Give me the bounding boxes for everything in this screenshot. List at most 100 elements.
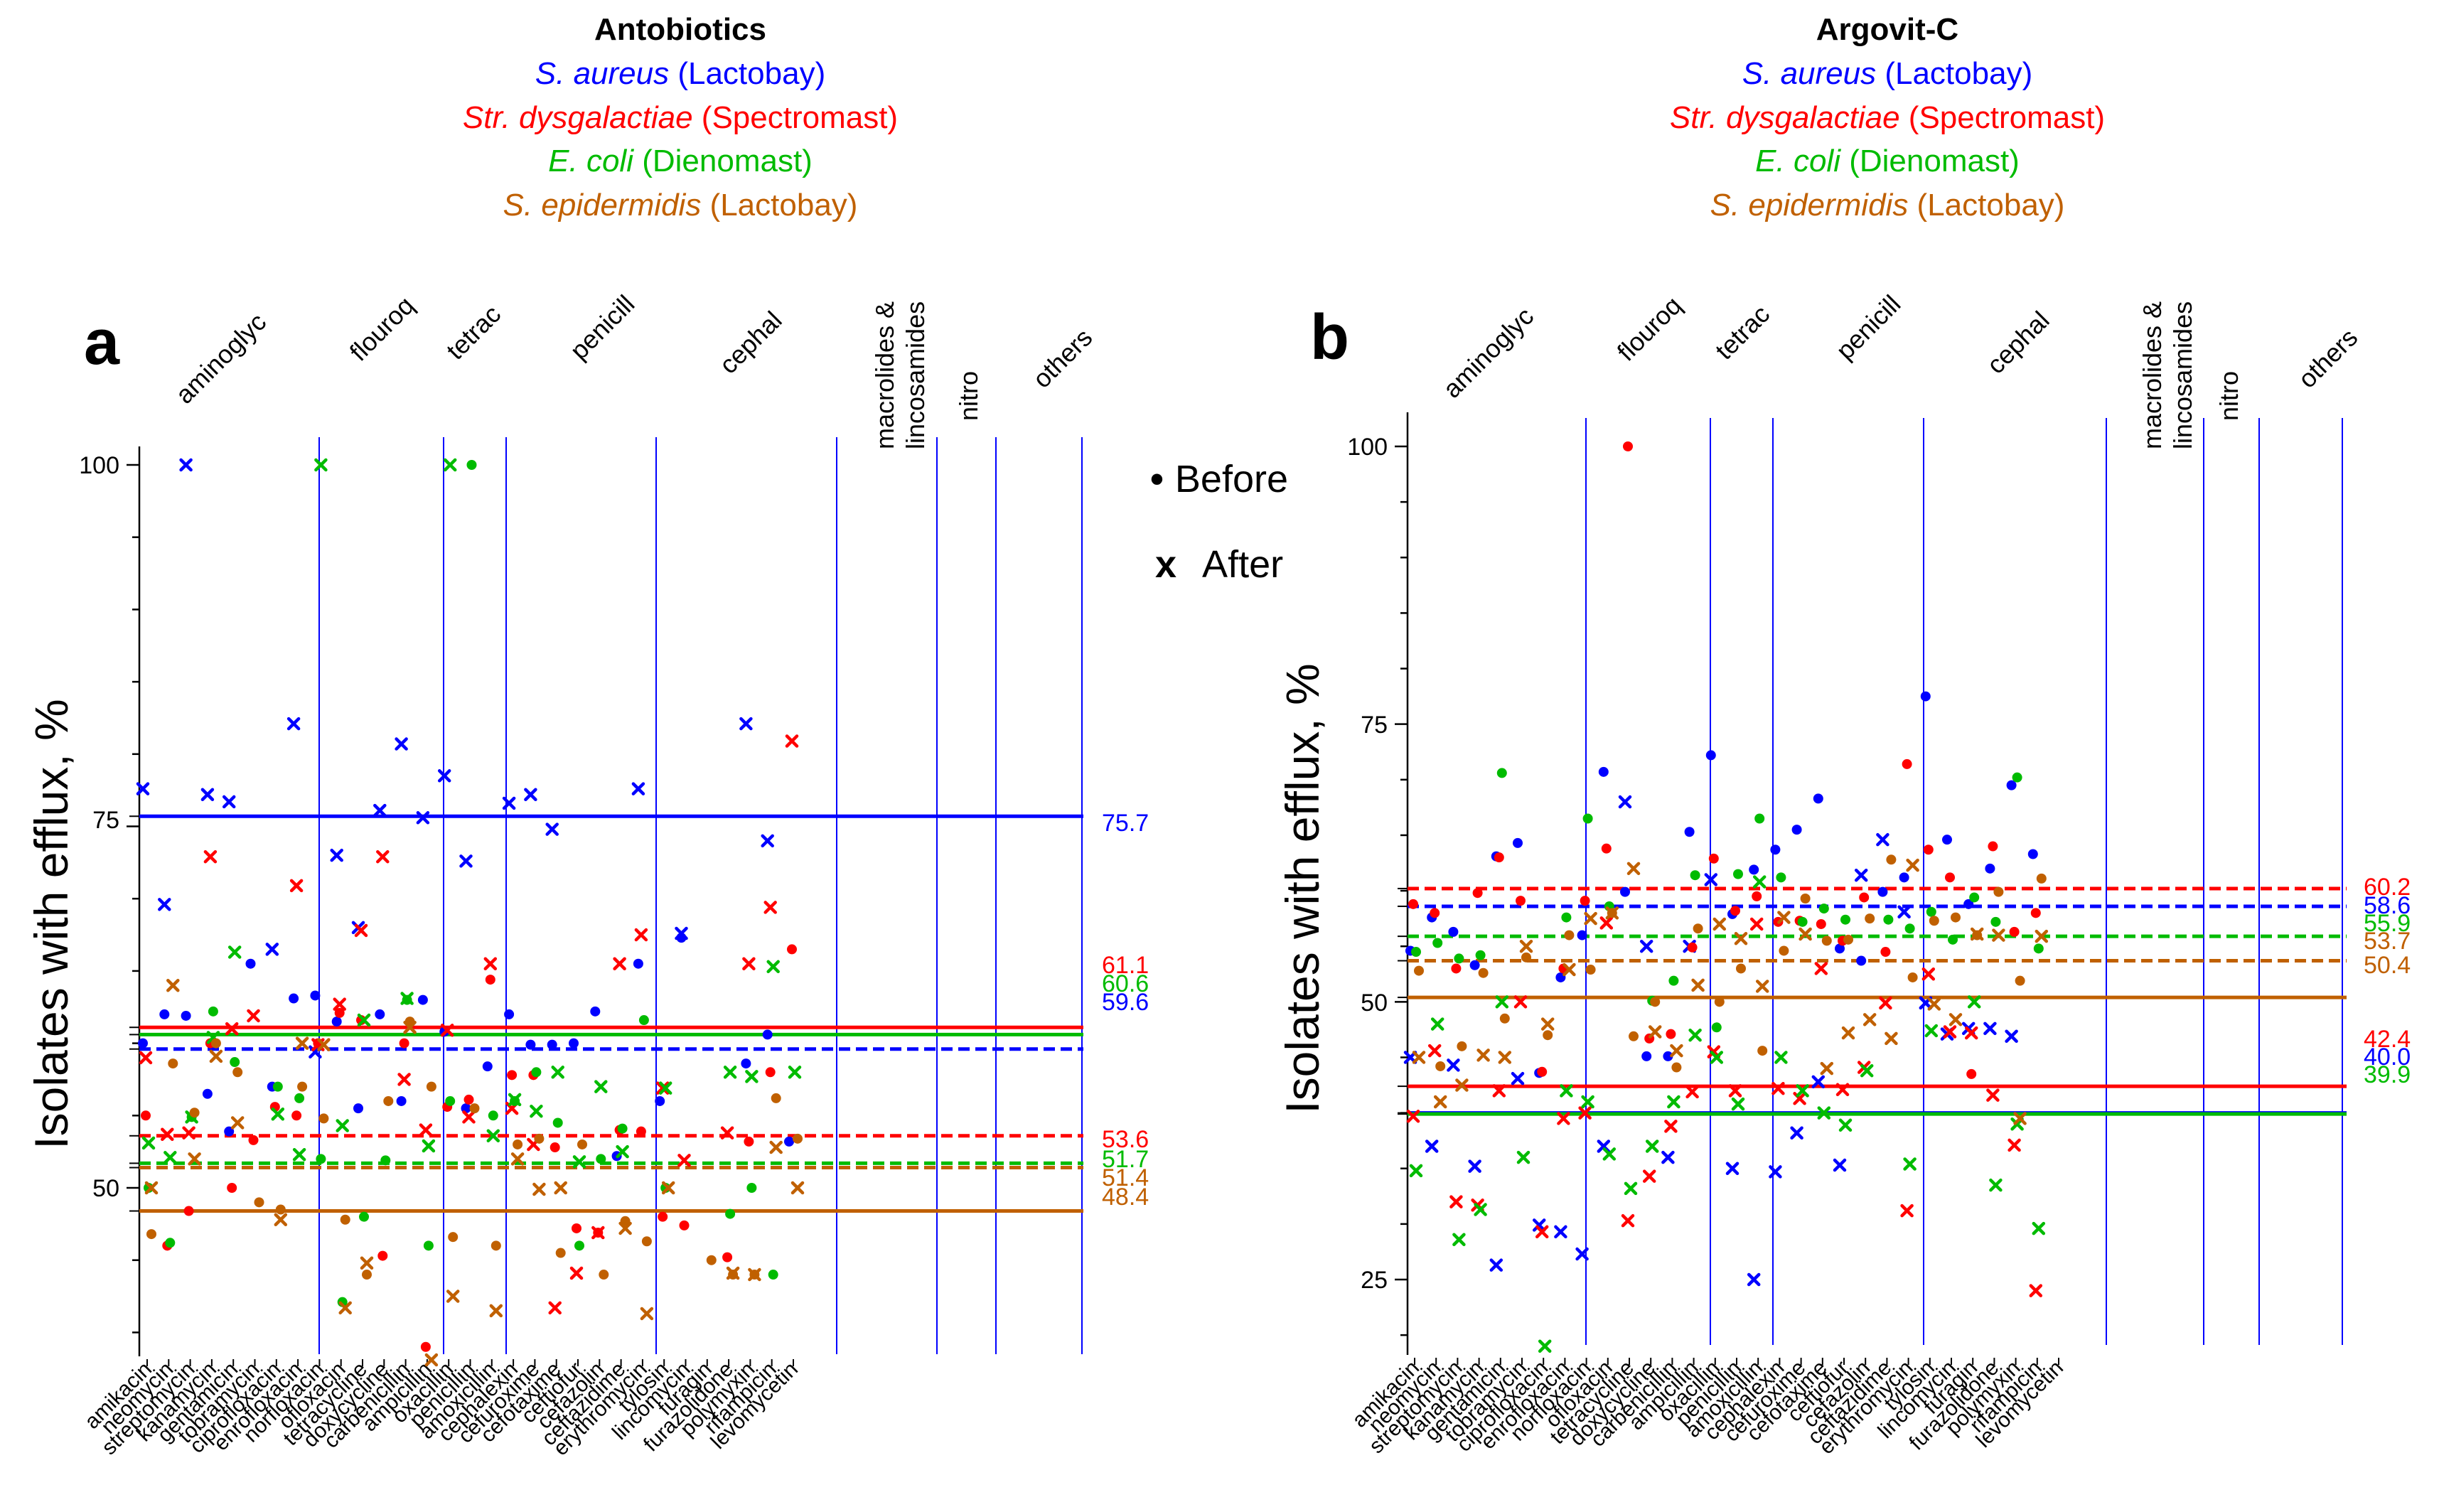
panel-b-group-labels: aminoglyc flouroq tetrac penicill cephal… <box>1437 289 2364 449</box>
after-point <box>726 1266 740 1280</box>
after-point <box>483 957 498 970</box>
after-point <box>524 788 537 801</box>
panel-a-subtitle-s-epidermidis: S. epidermidis (Lactobay) <box>503 188 858 222</box>
after-point <box>1430 1017 1444 1031</box>
after-point <box>1900 1203 1914 1218</box>
after-point <box>616 1144 629 1159</box>
before-point <box>1663 1051 1673 1061</box>
before-point <box>1499 1013 1510 1024</box>
before-point <box>1435 1061 1446 1071</box>
before-point <box>525 1039 536 1050</box>
after-point <box>655 1081 670 1095</box>
before-point <box>1623 441 1633 451</box>
after-point <box>330 848 343 862</box>
after-point <box>1516 1150 1531 1164</box>
before-point <box>1797 916 1808 927</box>
mean-value-label: 40.0 <box>2364 1044 2411 1071</box>
before-point <box>463 1094 474 1105</box>
before-point <box>230 1057 240 1068</box>
after-point <box>766 960 780 974</box>
after-point <box>446 1290 460 1303</box>
before-point <box>1668 975 1679 986</box>
before-point <box>1730 906 1740 916</box>
before-point <box>340 1214 350 1225</box>
before-point <box>741 1058 751 1069</box>
after-point <box>640 1307 654 1321</box>
y-tick-label: 50 <box>92 1175 119 1202</box>
before-point <box>590 1006 601 1017</box>
before-point <box>2015 975 2025 986</box>
y-tick-label: 100 <box>79 452 119 479</box>
after-point <box>1495 995 1509 1009</box>
before-point <box>1993 886 2004 897</box>
before-point <box>245 958 256 969</box>
after-point <box>788 1066 802 1079</box>
mean-value-label: 39.9 <box>2364 1061 2411 1088</box>
after-point <box>1513 995 1528 1009</box>
after-point <box>166 978 180 992</box>
after-point <box>739 717 753 731</box>
before-point <box>168 1058 178 1069</box>
after-point <box>203 849 218 864</box>
after-point <box>1747 1272 1761 1287</box>
after-point <box>443 458 457 472</box>
after-point <box>1790 1126 1803 1140</box>
before-point <box>1988 841 1998 852</box>
before-point <box>1496 768 1507 778</box>
after-point <box>1897 905 1911 919</box>
after-point <box>1554 1225 1567 1239</box>
panel-a-plot: 100755075.761.160.659.653.651.751.448.4a… <box>79 437 1149 1460</box>
after-point <box>1885 1031 1898 1046</box>
after-point <box>748 1267 761 1282</box>
before-point <box>1494 852 1504 863</box>
before-point <box>210 1038 221 1049</box>
after-point <box>1476 1049 1490 1062</box>
before-point <box>275 1204 286 1215</box>
before-point <box>141 1110 151 1121</box>
before-point <box>396 1095 407 1106</box>
after-point <box>1989 1178 2003 1192</box>
group-label-b: nitro <box>2214 371 2244 421</box>
mean-value-label: 51.7 <box>1102 1146 1149 1173</box>
after-point <box>395 737 408 751</box>
legend: • Before x After <box>1150 458 1288 586</box>
after-point <box>486 1129 500 1143</box>
before-point <box>254 1197 264 1208</box>
before-point <box>577 1139 587 1149</box>
legend-before: • Before <box>1150 458 1288 500</box>
after-point <box>164 1151 177 1164</box>
before-point <box>2036 873 2047 884</box>
before-point <box>1899 872 1909 883</box>
group-label-b: cephal <box>1981 306 2055 380</box>
after-point <box>1452 1233 1466 1246</box>
after-point <box>618 1221 632 1235</box>
after-point <box>1854 868 1868 882</box>
after-point <box>1725 1162 1740 1175</box>
group-label-b: lincosamides <box>2168 301 2197 449</box>
before-point <box>762 1029 773 1040</box>
before-point <box>547 1039 557 1050</box>
before-point <box>617 1123 628 1134</box>
before-point <box>1877 886 1888 897</box>
before-point <box>334 1007 345 1018</box>
after-point <box>1992 928 2005 942</box>
after-point <box>591 1226 605 1240</box>
before-point <box>1411 947 1421 958</box>
before-point <box>1776 872 1786 883</box>
before-point <box>504 1009 515 1019</box>
after-point <box>1557 1112 1570 1125</box>
panel-b-subtitle-e-coli: E. coli (Dienomast) <box>1755 144 2020 178</box>
panel-b-ylabel: Isolates with efflux, % <box>1276 663 1329 1113</box>
before-point <box>1865 913 1875 924</box>
before-point <box>1948 934 1958 945</box>
after-point <box>188 1152 201 1166</box>
before-point <box>1883 914 1894 925</box>
before-point <box>2033 943 2044 954</box>
after-point <box>1474 1203 1487 1216</box>
before-point <box>636 1126 646 1137</box>
after-point <box>222 795 236 809</box>
mean-value-label: 60.6 <box>1102 970 1149 997</box>
after-point <box>1704 873 1718 886</box>
before-point <box>331 1017 342 1027</box>
after-point <box>1412 1051 1426 1064</box>
